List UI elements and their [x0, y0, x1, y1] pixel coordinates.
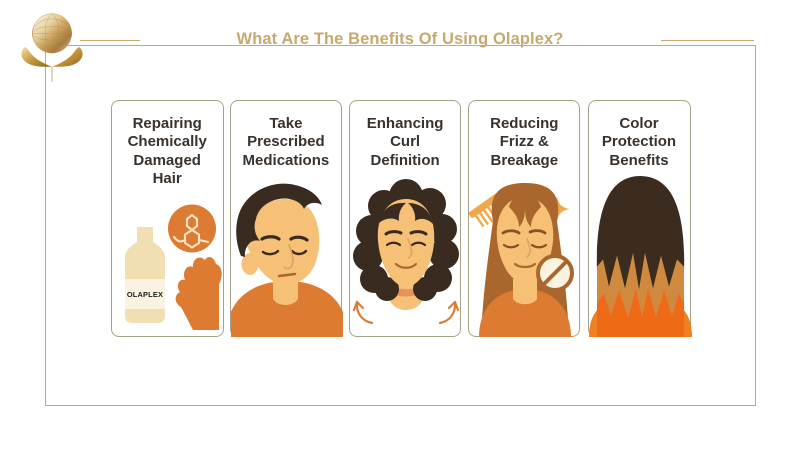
svg-text:OLAPLEX: OLAPLEX [127, 290, 163, 299]
